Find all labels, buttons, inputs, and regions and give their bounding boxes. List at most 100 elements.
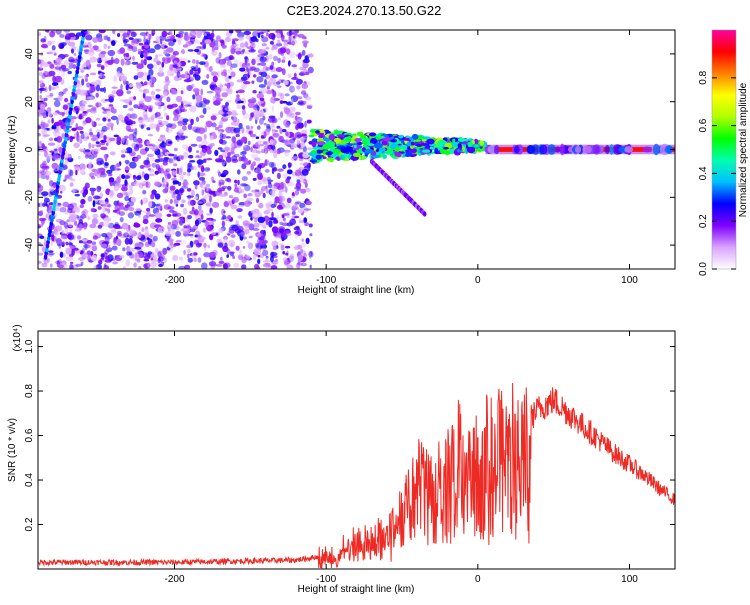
- y-tick-label: 1.0: [24, 339, 35, 353]
- spectrogram-cell: [305, 200, 312, 206]
- spectrogram-cell: [144, 41, 149, 46]
- spectrogram-cell: [105, 126, 111, 130]
- spectrogram-cell: [129, 119, 134, 127]
- spectrogram-cell: [179, 256, 183, 261]
- spectrogram-cell: [225, 136, 232, 139]
- spectrogram-cell: [294, 189, 299, 196]
- spectrogram-cell: [113, 134, 119, 138]
- spectrogram-cell: [190, 66, 196, 70]
- spectrogram-cell: [181, 199, 186, 203]
- spectrogram-cell: [150, 90, 156, 96]
- spectrogram-cell: [309, 159, 318, 163]
- spectrogram-cell: [254, 141, 259, 147]
- spectrogram-cell: [300, 188, 307, 194]
- spectrogram-cell: [296, 116, 303, 123]
- spectrogram-cell: [360, 134, 367, 139]
- spectrogram-cell: [316, 132, 325, 136]
- spectrogram-cell: [131, 61, 139, 65]
- spectrogram-cell: [262, 192, 266, 199]
- spectrogram-cell: [250, 36, 258, 42]
- spectrogram-cell: [238, 249, 242, 254]
- spectrogram-cell: [167, 141, 173, 144]
- spectrogram-cell: [168, 158, 172, 162]
- spectrogram-cell: [300, 248, 304, 254]
- spectrogram-cell: [128, 45, 134, 49]
- spectrogram-cell: [225, 155, 232, 163]
- spectrogram-cell: [103, 108, 111, 112]
- spectrogram-cell: [38, 260, 42, 265]
- spectrogram-cell: [151, 162, 157, 168]
- spectrogram-cell: [82, 100, 88, 105]
- y-tick-label: 0.8: [24, 384, 35, 398]
- spectrogram-cell: [293, 72, 297, 79]
- spectrogram-cell: [278, 182, 287, 189]
- spectrogram-cell: [48, 205, 53, 209]
- spectrogram-cell: [235, 245, 240, 251]
- spectrogram-cell: [78, 113, 83, 120]
- spectrogram-cell: [190, 199, 196, 206]
- spectrogram-cell: [171, 219, 179, 227]
- spectrogram-cell: [291, 40, 296, 46]
- spectrogram-cell: [143, 258, 150, 262]
- spectrogram-cell: [148, 33, 152, 41]
- spectrogram-cell: [409, 137, 413, 140]
- spectrogram-cell: [51, 125, 57, 130]
- spectrogram-cell: [260, 30, 268, 34]
- spectrogram-cell: [136, 82, 142, 89]
- spectrogram-cell: [290, 98, 294, 105]
- spectrogram-cell: [179, 165, 183, 173]
- spectrogram-cell: [100, 139, 107, 143]
- spectrogram-cell: [220, 64, 227, 68]
- spectrogram-cell: [165, 76, 170, 82]
- spectrogram-cell: [293, 35, 296, 39]
- spectrogram-cell: [64, 210, 69, 215]
- spectrogram-cell: [43, 134, 50, 137]
- colorbar-frame: [711, 29, 737, 270]
- spectrogram-cell: [197, 205, 202, 210]
- spectrogram-cell: [235, 46, 240, 52]
- spectrogram-cell: [92, 195, 101, 200]
- spectrogram-cell: [135, 208, 142, 212]
- spectrogram-cell: [210, 232, 217, 236]
- spectrogram-cell: [139, 244, 144, 248]
- spectrogram-cell: [239, 182, 248, 187]
- spectrogram-cell: [146, 153, 154, 158]
- spectrogram-cell: [57, 243, 62, 247]
- spectrogram-cell: [284, 107, 291, 115]
- spectrogram-cell: [144, 226, 149, 230]
- spectrogram-cell: [228, 127, 235, 134]
- spectrogram-cell: [223, 210, 226, 214]
- spectrogram-cell: [240, 151, 243, 156]
- spectrogram-cell: [332, 148, 341, 155]
- spectrogram-cell: [187, 253, 190, 259]
- spectrogram-cell: [275, 67, 283, 73]
- spectrogram-cell: [241, 105, 246, 110]
- spectrogram-cell: [158, 157, 164, 162]
- spectrogram-cell: [141, 45, 145, 50]
- spectrogram-cell: [91, 245, 98, 252]
- spectrogram-cell: [133, 75, 139, 80]
- spectrogram-cell: [70, 48, 75, 54]
- spectrogram-cell: [233, 262, 240, 268]
- spectrogram-cell: [162, 188, 169, 193]
- spectrogram-cell: [100, 56, 109, 62]
- spectrogram-cell: [132, 55, 135, 61]
- spectrogram-cell: [574, 145, 582, 154]
- spectrogram-cell: [96, 173, 102, 179]
- spectrogram-cell: [281, 237, 285, 242]
- spectrogram-cell: [288, 51, 296, 59]
- spectrogram-cell: [443, 150, 451, 155]
- spectrogram-cell: [245, 240, 250, 244]
- spectrogram-cell: [276, 125, 281, 129]
- spectrogram-cell: [252, 31, 259, 37]
- spectrogram-cell: [125, 140, 129, 146]
- spectrogram-cell: [297, 33, 305, 38]
- spectrogram-cell: [195, 94, 203, 102]
- spectrogram-cell: [105, 247, 113, 253]
- spectrogram-cell: [221, 185, 228, 189]
- spectrogram-cell: [103, 86, 107, 93]
- spectrogram-cell: [218, 260, 225, 265]
- spectrogram-cell: [107, 208, 111, 214]
- spectrogram-cell: [107, 45, 111, 49]
- spectrogram-cell: [75, 170, 78, 176]
